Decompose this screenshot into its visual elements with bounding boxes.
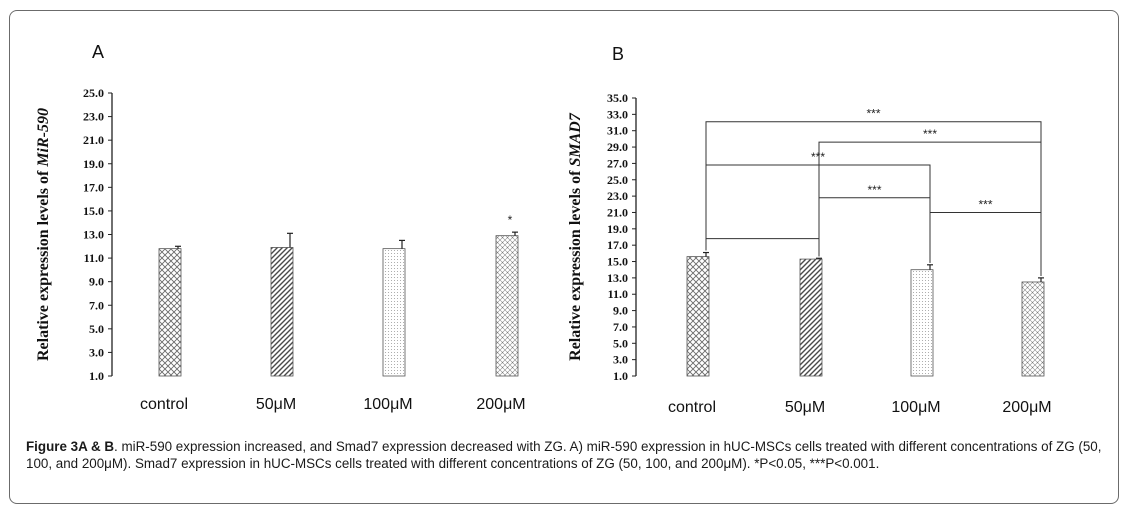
y-tick-label: 9.0 (89, 275, 104, 289)
y-tick-label: 35.0 (607, 91, 628, 105)
bar (686, 256, 710, 377)
y-tick-label: 3.0 (89, 345, 104, 359)
x-category-label: 50μM (785, 399, 825, 416)
y-tick-label: 15.0 (83, 204, 104, 218)
significance-bracket (705, 164, 931, 263)
x-category-label: control (140, 396, 188, 413)
bar (158, 248, 182, 377)
bar (799, 258, 823, 377)
y-axis-label-prefix: Relative expression levels of (567, 167, 584, 361)
significance-bracket (929, 211, 1042, 276)
y-tick-label: 23.0 (607, 189, 628, 203)
y-tick-label: 31.0 (607, 124, 628, 138)
y-tick-label: 27.0 (607, 156, 628, 170)
y-tick-label: 7.0 (89, 298, 104, 312)
significance-mark: * (508, 213, 513, 227)
significance-label: *** (867, 183, 881, 197)
y-tick-label: 5.0 (89, 322, 104, 336)
y-tick-label: 13.0 (83, 228, 104, 242)
x-category-label: 50μM (256, 396, 296, 413)
significance-bracket (818, 197, 931, 263)
chart-panel-a: A 1.0 3.0 5.0 7.0 9.0 11.0 13.0 15.0 17.0 19.0 21.0… (35, 42, 526, 413)
bar (495, 235, 519, 377)
x-category-label: 200μM (1002, 399, 1051, 416)
bar (382, 248, 406, 377)
y-tick-label: 19.0 (607, 222, 628, 236)
y-tick-label: 3.0 (613, 353, 628, 367)
y-axis-label-gene: SMAD7 (567, 112, 584, 166)
y-tick-label: 17.0 (83, 180, 104, 194)
significance-bracket (705, 238, 820, 257)
y-tick-label: 1.0 (89, 369, 104, 383)
y-tick-label: 5.0 (613, 336, 628, 350)
y-tick-label: 1.0 (613, 369, 628, 383)
y-tick-label: 19.0 (83, 157, 104, 171)
y-tick-label: 11.0 (84, 251, 104, 265)
caption-lead: Figure 3A & B (26, 439, 115, 454)
y-tick-label: 21.0 (83, 133, 104, 147)
x-category-label: 100μM (363, 396, 412, 413)
panel-label: A (92, 42, 104, 62)
y-tick-label: 25.0 (83, 86, 104, 100)
y-tick-label: 29.0 (607, 140, 628, 154)
caption-text: . miR-590 expression increased, and Smad… (26, 439, 1102, 471)
significance-label: *** (923, 127, 937, 141)
y-axis-label-prefix: Relative expression levels of (35, 167, 52, 361)
x-category-label: 100μM (891, 399, 940, 416)
y-tick-label: 21.0 (607, 205, 628, 219)
y-tick-label: 13.0 (607, 271, 628, 285)
y-tick-label: 11.0 (608, 287, 628, 301)
chart-panel-b: B 1.0 3.0 5.0 7.0 9.0 11.0 13.0 15.0 17.0 19.0 21.0… (567, 44, 1052, 416)
figure-frame (9, 10, 1119, 504)
y-tick-label: 25.0 (607, 173, 628, 187)
y-tick-label: 15.0 (607, 255, 628, 269)
y-tick-label: 7.0 (613, 320, 628, 334)
y-tick-label: 9.0 (613, 304, 628, 318)
significance-label: *** (978, 197, 992, 211)
y-tick-label: 33.0 (607, 107, 628, 121)
x-category-label: 200μM (476, 396, 525, 413)
figure-caption: Figure 3A & B. miR-590 expression increa… (26, 438, 1106, 472)
bar (910, 269, 934, 377)
x-category-label: control (668, 399, 716, 416)
y-axis-label: Relative expression levels of MiR-590 (35, 108, 52, 361)
significance-bracket (705, 121, 1042, 276)
y-axis-label: Relative expression levels of SMAD7 (567, 112, 584, 361)
y-axis-label-gene: MiR-590 (35, 108, 52, 168)
bar (270, 247, 294, 377)
significance-label: *** (866, 107, 880, 121)
y-tick-label: 17.0 (607, 238, 628, 252)
bar (1021, 281, 1045, 377)
y-tick-label: 23.0 (83, 110, 104, 124)
significance-label: *** (811, 150, 825, 164)
panel-label: B (612, 44, 624, 64)
